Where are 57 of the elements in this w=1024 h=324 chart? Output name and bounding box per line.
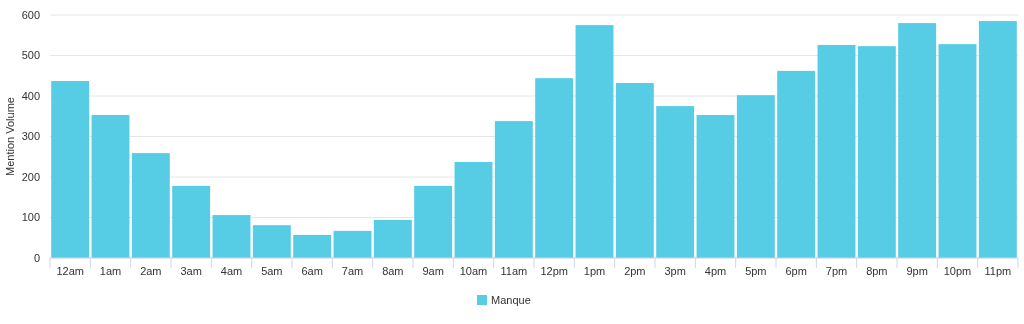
- x-tick-label: 10pm: [943, 265, 972, 277]
- x-tick-label: 5am: [261, 265, 283, 277]
- x-tick-label: 7pm: [825, 265, 848, 277]
- x-tick-label: 9am: [422, 265, 444, 277]
- bar: [91, 115, 130, 258]
- bar: [454, 162, 493, 258]
- y-tick-label: 100: [21, 211, 40, 224]
- y-tick-label: 0: [33, 251, 40, 264]
- x-tick-label: 6am: [301, 265, 323, 277]
- bar: [252, 225, 291, 258]
- bar: [131, 153, 170, 258]
- x-tick-label: 4am: [220, 265, 243, 277]
- bar: [938, 44, 977, 258]
- bar: [172, 185, 211, 258]
- bar: [817, 44, 856, 258]
- x-tick-label: 9pm: [906, 265, 928, 277]
- y-tick-label: 300: [21, 130, 40, 143]
- bar: [333, 230, 372, 258]
- bar: [494, 121, 533, 258]
- y-tick-label: 400: [21, 89, 40, 102]
- bar: [978, 21, 1017, 258]
- bar: [857, 46, 896, 258]
- x-tick-label: 12pm: [540, 265, 568, 277]
- bar: [656, 106, 695, 258]
- x-tick-label: 8am: [382, 265, 404, 277]
- bar: [575, 25, 614, 258]
- bar: [293, 234, 332, 258]
- x-tick-label: 7am: [341, 265, 364, 277]
- x-tick-label: 4pm: [704, 265, 727, 277]
- x-tick-label: 8pm: [866, 265, 888, 277]
- x-tick-label: 1am: [99, 265, 122, 277]
- x-tick-label: 10am: [459, 265, 488, 277]
- bar: [615, 83, 654, 258]
- bar: [373, 219, 412, 258]
- y-tick-label: 600: [21, 8, 40, 21]
- x-tick-label: 6pm: [785, 265, 807, 277]
- x-tick-label: 11am: [500, 265, 528, 277]
- x-tick-label: 1pm: [583, 265, 606, 277]
- y-tick-label: 500: [21, 49, 40, 62]
- x-tick-label: 3am: [180, 265, 202, 277]
- bar: [898, 23, 937, 258]
- y-tick-label: 200: [21, 170, 40, 183]
- bar: [212, 215, 251, 258]
- x-tick-label: 2pm: [624, 265, 646, 277]
- bar: [777, 70, 816, 258]
- legend-label: Manque: [491, 293, 531, 306]
- y-axis-title: Mention Volume: [4, 97, 16, 176]
- bar: [535, 78, 574, 258]
- bar: [696, 115, 735, 258]
- x-tick-label: 11pm: [984, 265, 1012, 277]
- x-tick-label: 3pm: [664, 265, 686, 277]
- x-tick-label: 2am: [140, 265, 162, 277]
- bar: [736, 95, 775, 258]
- x-tick-label: 12am: [56, 265, 84, 277]
- bar: [51, 81, 90, 258]
- bar: [414, 185, 453, 258]
- x-tick-label: 5pm: [745, 265, 767, 277]
